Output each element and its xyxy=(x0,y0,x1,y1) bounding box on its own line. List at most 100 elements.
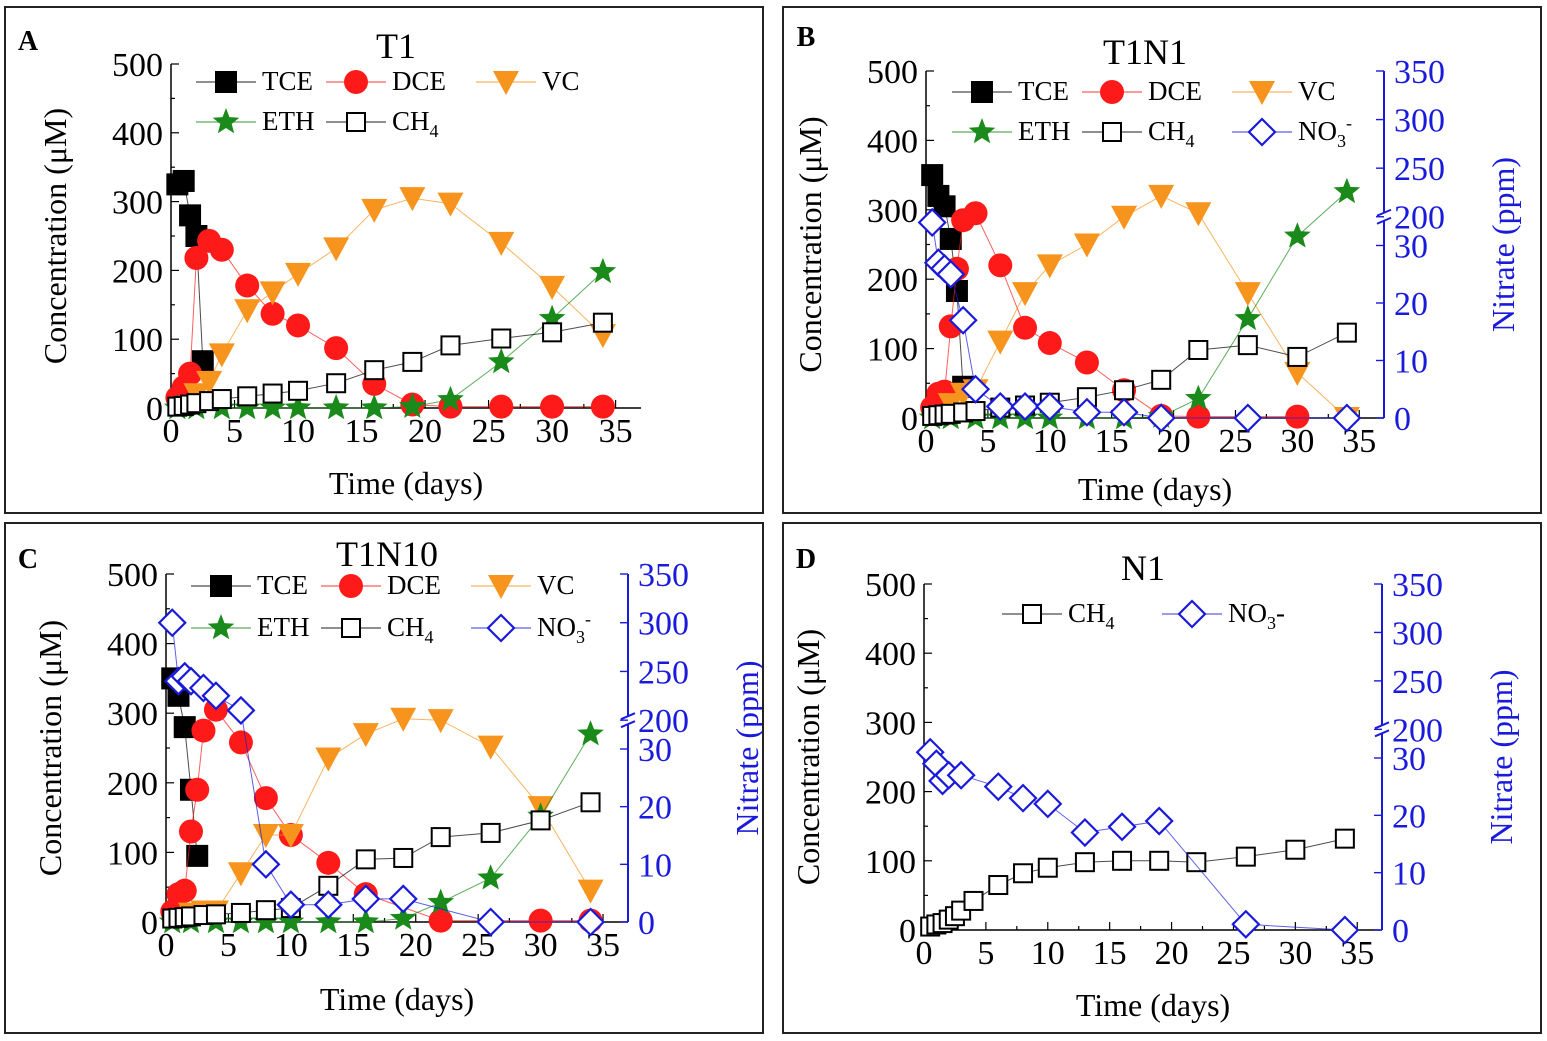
series-line-eth xyxy=(932,191,1348,419)
y2-tick-label: 20 xyxy=(638,790,672,827)
point-vc xyxy=(323,237,350,262)
point-eth xyxy=(1284,222,1311,248)
point-ch4 xyxy=(1074,852,1095,873)
x-tick-label: 25 xyxy=(472,413,506,450)
x-tick-label: 5 xyxy=(220,927,237,964)
point-ch4 xyxy=(1188,339,1209,360)
panel-letter: C xyxy=(18,544,38,575)
point-eth xyxy=(360,394,388,420)
y2-tick-label: 30 xyxy=(1392,741,1426,778)
point-dce xyxy=(316,850,341,875)
y2-tick-label: 10 xyxy=(638,847,672,884)
y-axis-label: Concentration (μM) xyxy=(792,116,828,372)
legend-label-dce: DCE xyxy=(392,66,446,96)
y-axis-label: Concentration (μM) xyxy=(32,620,68,876)
y2-tick-label: 200 xyxy=(1394,200,1445,237)
y-tick-label: 100 xyxy=(867,332,918,369)
panel-c-t1n10: C T1N10 0 5 10 15 20 25 30 35 0 100 200 300 400 500 Time… xyxy=(4,522,764,1034)
point-ch4 xyxy=(592,312,613,333)
legend-label-eth: ETH xyxy=(257,612,309,642)
y-tick-label: 100 xyxy=(865,844,916,881)
y2-axis-label: Nitrate (ppm) xyxy=(729,660,762,835)
point-vc xyxy=(252,824,279,848)
point-ch4 xyxy=(230,902,251,923)
series-line-dce xyxy=(176,240,603,408)
y2-tick-label: 300 xyxy=(1392,615,1443,652)
x-tick-label: 0 xyxy=(916,935,933,972)
y-tick-label: 200 xyxy=(107,766,158,803)
point-ch4 xyxy=(1235,846,1256,867)
point-no3 xyxy=(226,695,256,725)
x-tick-label: 20 xyxy=(408,413,442,450)
legend-marker-ch4 xyxy=(341,618,361,638)
point-dce xyxy=(1013,315,1038,340)
y2-tick-label: 250 xyxy=(1392,664,1443,701)
y-tick-label: 200 xyxy=(865,775,916,812)
y-tick-label: 500 xyxy=(112,47,163,84)
legend-marker-tce xyxy=(210,575,232,597)
point-dce xyxy=(191,718,216,743)
point-ch4 xyxy=(1013,863,1034,884)
y2-tick-label: 350 xyxy=(1394,54,1445,91)
chart-title: N1 xyxy=(1121,548,1165,588)
point-eth xyxy=(259,394,286,420)
y2-tick-label: 20 xyxy=(1392,798,1426,835)
point-vc xyxy=(477,735,504,760)
point-ch4 xyxy=(262,383,283,404)
legend-label-no3: NO3- xyxy=(1298,113,1352,151)
y2-tick-label: 350 xyxy=(1392,567,1443,604)
panel-b-t1n1: B T1N1 0 5 10 15 20 25 30 35 0 100 200 300 400 500 Time … xyxy=(782,6,1542,514)
point-ch4 xyxy=(1149,850,1170,871)
point-tce xyxy=(167,684,190,707)
point-dce xyxy=(963,201,988,226)
point-no3 xyxy=(1107,812,1137,842)
point-tce xyxy=(172,169,195,192)
point-eth xyxy=(437,385,464,412)
legend-marker-ch4 xyxy=(1022,604,1042,624)
point-dce xyxy=(185,777,210,802)
x-tick-label: 10 xyxy=(1033,423,1067,460)
point-ch4 xyxy=(211,389,232,410)
point-no3 xyxy=(1109,397,1139,427)
legend-marker-dce xyxy=(344,70,368,94)
point-vc xyxy=(1012,282,1039,307)
point-tce xyxy=(186,844,209,867)
axis-break-mark xyxy=(620,720,636,729)
chart-title: T1 xyxy=(376,26,416,66)
axis-break-mark xyxy=(1376,216,1392,225)
point-dce xyxy=(324,336,349,361)
y2-axis-label: Nitrate (ppm) xyxy=(1485,157,1521,332)
x-tick-label: 30 xyxy=(1278,935,1312,972)
y-tick-label: 300 xyxy=(112,185,163,222)
y-tick-label: 0 xyxy=(141,905,158,942)
point-tce xyxy=(933,195,956,218)
legend-marker-tce xyxy=(215,71,237,93)
x-tick-label: 25 xyxy=(1216,935,1250,972)
point-dce xyxy=(253,786,278,811)
point-ch4 xyxy=(255,900,276,921)
panel-letter: B xyxy=(797,22,816,53)
x-tick-label: 5 xyxy=(977,935,994,972)
point-no3 xyxy=(960,374,991,404)
point-ch4 xyxy=(440,335,461,356)
point-no3 xyxy=(985,391,1015,422)
point-eth xyxy=(352,908,380,934)
point-dce xyxy=(172,878,197,903)
point-ch4 xyxy=(988,875,1009,896)
legend-marker-tce xyxy=(971,81,993,103)
y-tick-label: 300 xyxy=(107,696,158,733)
point-ch4 xyxy=(288,380,309,401)
panel-letter: D xyxy=(796,544,816,575)
point-ch4 xyxy=(364,360,385,381)
y-tick-label: 500 xyxy=(865,567,916,604)
point-no3 xyxy=(388,884,418,914)
x-tick-label: 30 xyxy=(535,413,569,450)
x-tick-label: 10 xyxy=(1031,935,1065,972)
legend-marker-dce xyxy=(1100,80,1124,104)
point-dce xyxy=(1037,331,1062,356)
point-vc xyxy=(539,275,566,300)
point-vc xyxy=(987,330,1014,355)
point-no3 xyxy=(946,760,976,790)
point-dce xyxy=(286,313,311,338)
point-dce xyxy=(428,908,453,933)
